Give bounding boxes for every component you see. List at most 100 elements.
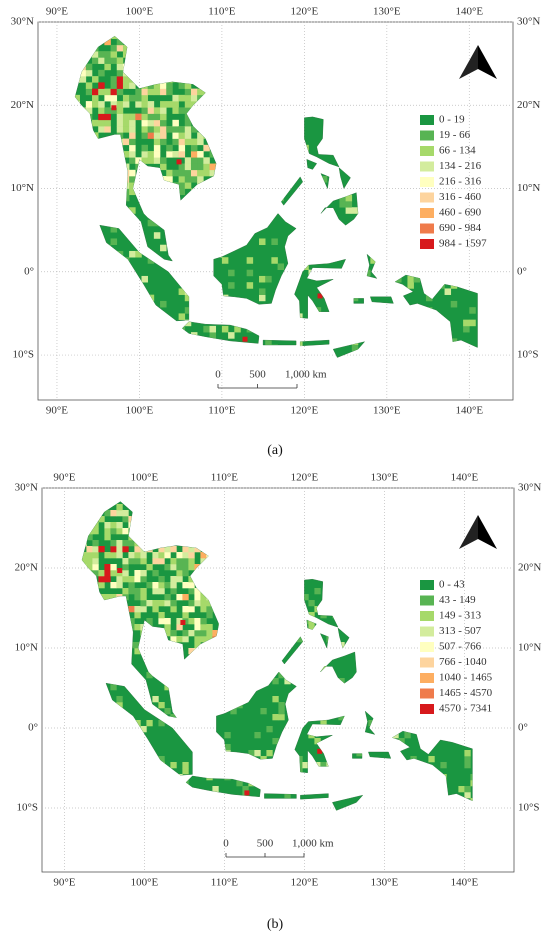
raster-cell <box>129 188 136 196</box>
scale-label: 0 <box>223 838 229 850</box>
raster-cell <box>176 558 183 565</box>
raster-cell <box>194 600 201 607</box>
raster-cell <box>458 786 465 793</box>
raster-cell <box>147 257 155 264</box>
raster-cell <box>166 101 173 108</box>
raster-cell <box>164 708 171 715</box>
raster-cell <box>194 594 201 601</box>
raster-cell <box>463 319 470 327</box>
raster-cell <box>110 570 117 577</box>
raster-cell <box>86 552 93 559</box>
raster-cell <box>82 552 87 559</box>
raster-cell <box>182 564 189 571</box>
raster-cell <box>104 534 111 541</box>
raster-cell <box>184 126 192 133</box>
raster-cell <box>184 94 192 102</box>
raster-cell <box>85 101 93 108</box>
raster-cell <box>164 600 171 607</box>
raster-cell <box>178 132 186 139</box>
raster-cell <box>116 576 123 583</box>
legend-label: 0 - 43 <box>439 579 465 591</box>
raster-cell <box>172 132 179 139</box>
map-panel: 90°E 90°E 100°E 100°E 110°E 110°E 120°E 120°E 13… <box>11 6 541 459</box>
raster-cell <box>271 238 278 246</box>
legend-swatch <box>420 239 434 249</box>
raster-cell <box>116 38 124 46</box>
raster-cell <box>122 76 130 83</box>
raster-cell <box>170 600 177 607</box>
raster-cell <box>104 528 111 535</box>
raster-cell <box>110 546 117 553</box>
raster-cell <box>182 546 189 553</box>
raster-cell <box>166 169 173 177</box>
raster-cell <box>122 82 130 89</box>
legend-label: 43 - 149 <box>439 594 476 606</box>
raster-cell <box>129 82 136 89</box>
raster-cell <box>450 300 458 308</box>
raster-cell <box>320 176 328 183</box>
raster-cell <box>190 88 198 96</box>
raster-cell <box>75 94 80 102</box>
land <box>181 321 260 344</box>
lon-label-top: 100°E <box>126 6 154 18</box>
raster-cell <box>190 151 198 158</box>
raster-cell <box>122 510 129 517</box>
raster-cell <box>104 552 111 559</box>
raster-cell <box>104 510 111 517</box>
land <box>368 751 392 759</box>
raster-cell <box>265 338 272 345</box>
raster-cell <box>85 88 93 96</box>
raster-cell <box>272 696 279 703</box>
raster-cell <box>178 138 186 146</box>
raster-cell <box>200 636 207 643</box>
raster-cell <box>116 119 124 127</box>
raster-cell <box>92 564 99 571</box>
raster-cell <box>135 94 142 102</box>
raster-cell <box>176 636 183 643</box>
raster-cell <box>147 113 155 121</box>
raster-cell <box>190 169 198 177</box>
raster-cell <box>197 176 204 183</box>
scale-label: 1,000 km <box>285 369 327 381</box>
legend-label: 984 - 1597 <box>439 238 487 250</box>
raster-cell <box>122 564 129 571</box>
raster-cell <box>464 786 471 793</box>
raster-cell <box>116 552 123 559</box>
raster-cell <box>92 558 99 565</box>
raster-cell <box>339 194 346 202</box>
land <box>281 636 304 665</box>
raster-cell <box>152 600 159 607</box>
raster-cell <box>246 269 254 277</box>
raster-cell <box>176 594 183 601</box>
raster-cell <box>160 163 167 171</box>
raster-cell <box>129 132 136 139</box>
raster-cell <box>153 138 161 146</box>
raster-cell <box>147 101 155 108</box>
raster-cell <box>158 720 165 727</box>
raster-cell <box>190 138 198 146</box>
raster-cell <box>194 546 201 553</box>
raster-cell <box>302 594 309 601</box>
raster-cell <box>129 176 136 183</box>
raster-cell <box>134 570 141 577</box>
lon-label-bottom: 90°E <box>53 877 75 889</box>
raster-cell <box>182 618 189 625</box>
raster-cell <box>320 720 327 727</box>
raster-cell <box>407 282 414 289</box>
raster-cell <box>158 702 165 709</box>
raster-cell <box>320 762 327 769</box>
raster-cell <box>184 119 192 127</box>
raster-cell <box>160 157 167 164</box>
raster-cell <box>128 618 135 625</box>
raster-cell <box>425 294 433 302</box>
raster-cell <box>160 300 167 308</box>
raster-cell <box>122 516 129 523</box>
raster-cell <box>129 94 136 102</box>
raster-cell <box>122 576 129 583</box>
raster-cell <box>158 612 165 619</box>
legend-swatch <box>420 642 434 652</box>
raster-cell <box>116 510 123 517</box>
land <box>391 730 473 802</box>
legend-label: 1040 - 1465 <box>439 672 493 684</box>
raster-cell <box>184 307 192 314</box>
